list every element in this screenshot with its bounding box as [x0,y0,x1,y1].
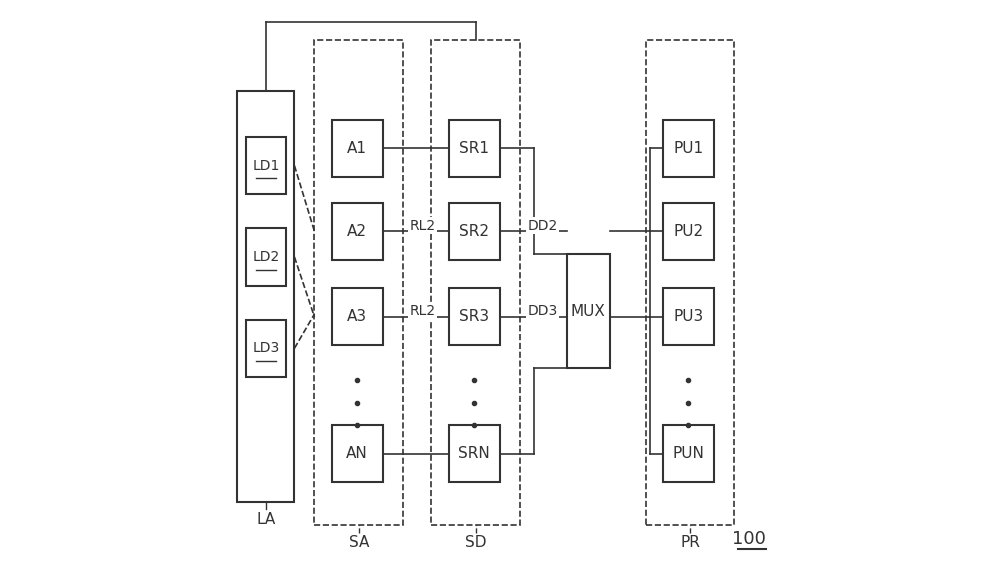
FancyBboxPatch shape [449,425,500,482]
Text: A1: A1 [347,141,367,156]
Text: SRN: SRN [458,447,490,461]
Text: LD1: LD1 [252,159,280,172]
Text: PU3: PU3 [673,309,704,324]
Text: LD3: LD3 [252,341,280,355]
Text: LA: LA [256,512,276,527]
Text: PUN: PUN [672,447,704,461]
Text: PU2: PU2 [673,224,703,239]
FancyBboxPatch shape [237,91,294,502]
Text: SA: SA [349,535,369,550]
Text: 100: 100 [732,530,766,548]
FancyBboxPatch shape [663,425,714,482]
FancyBboxPatch shape [449,120,500,177]
FancyBboxPatch shape [332,120,383,177]
FancyBboxPatch shape [246,228,286,286]
Text: A2: A2 [347,224,367,239]
Text: SR2: SR2 [459,224,489,239]
FancyBboxPatch shape [449,288,500,345]
Text: MUX: MUX [571,304,606,319]
Text: RL2: RL2 [410,219,436,232]
Text: PR: PR [680,535,700,550]
FancyBboxPatch shape [663,203,714,260]
Text: DD2: DD2 [528,219,558,232]
Text: SD: SD [465,535,487,550]
Text: LD2: LD2 [252,250,280,264]
Text: PU1: PU1 [673,141,703,156]
Text: AN: AN [346,447,368,461]
FancyBboxPatch shape [246,137,286,194]
FancyBboxPatch shape [332,203,383,260]
FancyBboxPatch shape [332,288,383,345]
FancyBboxPatch shape [663,120,714,177]
FancyBboxPatch shape [246,320,286,377]
FancyBboxPatch shape [567,254,610,368]
Text: A3: A3 [347,309,367,324]
FancyBboxPatch shape [449,203,500,260]
Text: SR3: SR3 [459,309,489,324]
FancyBboxPatch shape [663,288,714,345]
Text: SR1: SR1 [459,141,489,156]
Text: RL2: RL2 [410,304,436,318]
FancyBboxPatch shape [332,425,383,482]
Text: DD3: DD3 [528,304,558,318]
